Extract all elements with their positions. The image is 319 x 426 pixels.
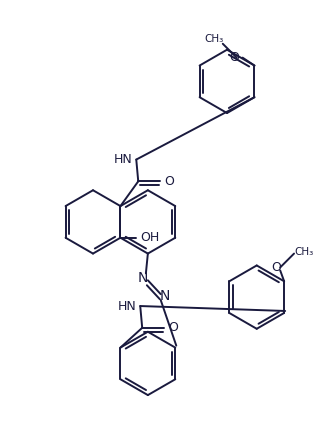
Text: HN: HN [114,153,132,166]
Text: O: O [271,261,281,274]
Text: O: O [164,175,174,188]
Text: CH₃: CH₃ [204,34,224,44]
Text: N: N [160,289,170,303]
Text: OH: OH [140,231,160,244]
Text: HN: HN [117,299,136,313]
Text: N: N [138,271,148,285]
Text: CH₃: CH₃ [294,247,313,256]
Text: O: O [230,51,240,64]
Text: O: O [168,321,178,334]
